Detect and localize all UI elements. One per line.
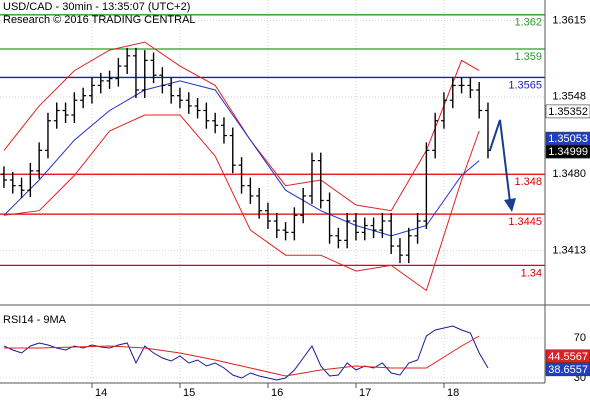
y-tick-label: 1.3480: [552, 168, 586, 180]
x-tick-label: 16: [271, 387, 283, 399]
price-marker-box: [545, 362, 590, 377]
price-marker-label: 38.6557: [548, 364, 588, 376]
y-tick-label: 1.3548: [552, 91, 586, 103]
chart-subtitle: Research © 2016 TRADING CENTRAL: [3, 14, 196, 26]
forecast-arrow: [489, 119, 511, 203]
forecast-arrowhead: [504, 198, 516, 212]
label-layer: 1.3615 1.3548 1.3480 1.3413 1.362 1.359 1.3565…: [95, 14, 590, 399]
level-label: 1.362: [514, 17, 542, 29]
y-tick-label: 1.3615: [552, 14, 586, 26]
price-marker-box: [545, 144, 590, 159]
overlay-line: [3, 114, 480, 292]
x-tick-label: 17: [359, 387, 371, 399]
line: [3, 325, 489, 381]
x-tick-label: 18: [447, 387, 459, 399]
line: [4, 335, 480, 377]
level-label: 1.348: [514, 176, 542, 188]
chart-title: USD/CAD - 30min - 13:35:07 (UTC+2): [3, 1, 190, 13]
x-tick-label: 15: [183, 387, 195, 399]
y-tick-label: 70: [574, 332, 586, 344]
price-marker-label: 1.35352: [548, 106, 588, 118]
level-label: 1.3445: [508, 216, 542, 228]
price-marker-label: 44.5567: [548, 351, 588, 363]
x-tick-label: 14: [95, 387, 107, 399]
price-marker-label: 1.35053: [548, 133, 588, 145]
mark-layer: [0, 14, 545, 388]
price-marker-box: [545, 104, 590, 119]
overlay-line: [3, 80, 480, 237]
y-tick-label: 1.3413: [552, 245, 586, 257]
price-marker-label: 1.34999: [548, 146, 588, 158]
rsi-title: RSI14 - 9MA: [3, 314, 67, 326]
level-label: 1.359: [514, 51, 542, 63]
level-label: 1.34: [521, 267, 542, 279]
level-label: 1.3565: [508, 79, 542, 91]
